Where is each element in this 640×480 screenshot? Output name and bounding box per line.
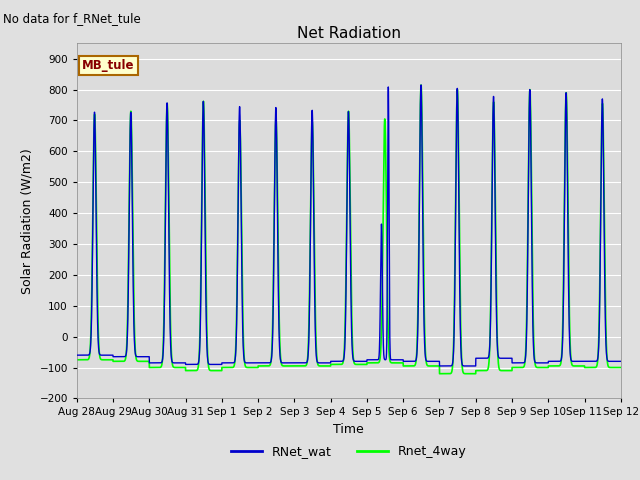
Title: Net Radiation: Net Radiation <box>297 25 401 41</box>
Text: No data for f_RNet_tule: No data for f_RNet_tule <box>3 12 141 25</box>
Legend: RNet_wat, Rnet_4way: RNet_wat, Rnet_4way <box>226 440 472 463</box>
Text: MB_tule: MB_tule <box>82 59 135 72</box>
Y-axis label: Solar Radiation (W/m2): Solar Radiation (W/m2) <box>21 148 34 294</box>
X-axis label: Time: Time <box>333 423 364 436</box>
